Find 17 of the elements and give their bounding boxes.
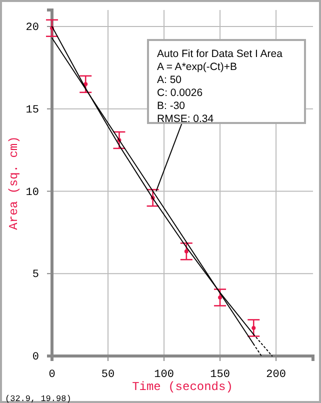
x-tick-label: 50 <box>101 368 115 381</box>
annotation: Auto Fit for Data Set I Area A = A*exp(-Ct)+B A: 50 C: 0.0026 B: -30 RMSE: 0.34 <box>157 48 283 125</box>
point <box>218 296 222 300</box>
x-tick-label: 150 <box>210 368 230 381</box>
y-tick-label: 20 <box>26 22 39 34</box>
point <box>252 326 256 330</box>
y-axis-title: Area (sq. cm) <box>7 136 21 230</box>
y-tick-label: 0 <box>32 352 39 364</box>
point <box>184 249 188 254</box>
text: (32.9, 19.98) <box>5 394 72 403</box>
y-tick-label: 10 <box>26 186 39 199</box>
y-tick-label: 15 <box>26 104 39 116</box>
x-axis-title: Time (seconds) <box>132 380 233 394</box>
y-tick-label: 5 <box>32 269 39 282</box>
x-tick-label: 0 <box>48 368 56 381</box>
x-tick-label: 200 <box>266 368 286 381</box>
x-tick-label: 100 <box>154 368 174 381</box>
